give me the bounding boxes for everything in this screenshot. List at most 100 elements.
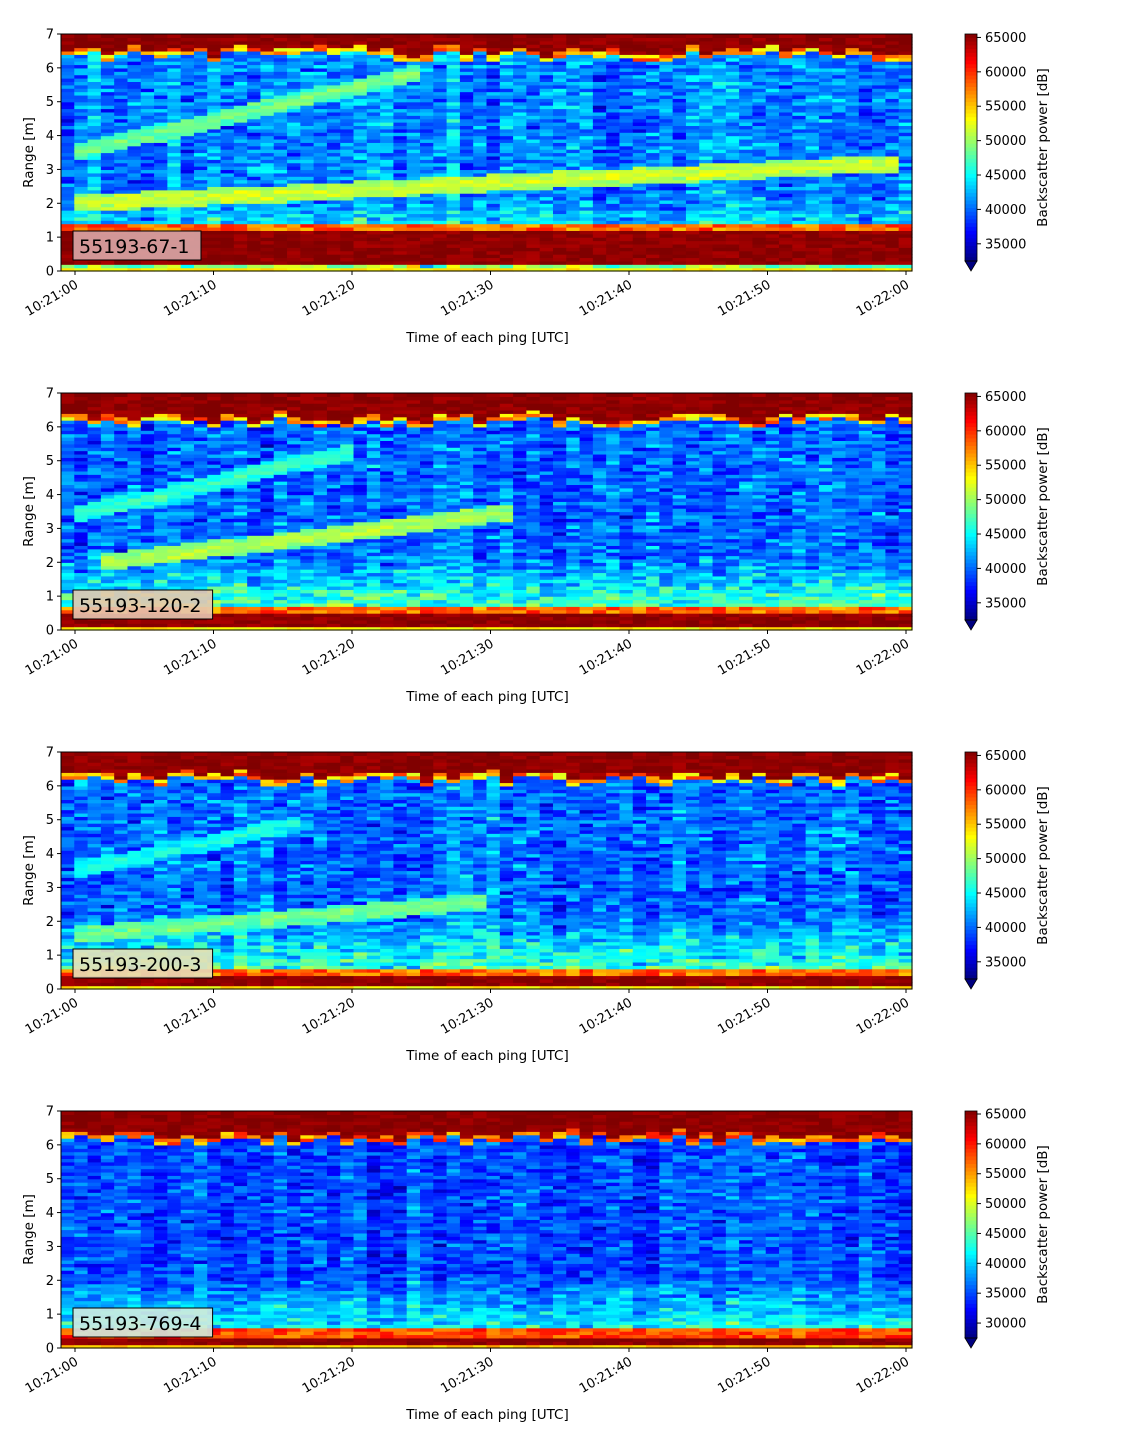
heatmap-cell — [287, 67, 301, 72]
heatmap-cell — [287, 34, 301, 38]
heatmap-cell — [207, 226, 222, 231]
heatmap-cell — [193, 74, 208, 79]
heatmap-cell — [74, 216, 89, 221]
heatmap-cell — [167, 159, 182, 164]
heatmap-cell — [61, 105, 75, 110]
heatmap-cell — [127, 44, 142, 49]
heatmap-cell — [193, 172, 208, 177]
colorbar-tick-label: 60000 — [985, 65, 1026, 80]
heatmap-cell — [100, 135, 115, 140]
heatmap-cell — [260, 203, 275, 208]
heatmap-cell — [127, 37, 142, 42]
heatmap-cell — [100, 149, 115, 154]
heatmap-cell — [233, 142, 248, 147]
heatmap-cell — [247, 47, 262, 52]
heatmap-cell — [273, 254, 288, 259]
heatmap-cell — [220, 203, 235, 208]
heatmap-cell — [273, 142, 288, 147]
heatmap-cell — [287, 54, 301, 59]
heatmap-cell — [114, 152, 129, 157]
colorbar-segment — [965, 170, 977, 175]
heatmap-cell — [193, 149, 208, 154]
heatmap-cell — [273, 247, 288, 252]
heatmap-cell — [87, 84, 102, 89]
heatmap-cell — [61, 84, 75, 89]
heatmap-cell — [180, 40, 195, 45]
heatmap-cell — [167, 91, 182, 96]
heatmap-cell — [127, 118, 142, 123]
heatmap-cell — [167, 138, 182, 143]
heatmap-cell — [87, 128, 102, 133]
heatmap-cell — [74, 57, 89, 62]
heatmap-cell — [100, 67, 115, 72]
heatmap-cell — [699, 34, 714, 38]
heatmap-cell — [193, 81, 208, 86]
heatmap-cell — [61, 152, 75, 157]
heatmap-cell — [247, 179, 262, 184]
heatmap-cell — [247, 67, 262, 72]
heatmap-cell — [247, 44, 262, 49]
heatmap-cell — [167, 78, 182, 82]
heatmap-cell — [154, 128, 168, 133]
heatmap-cell — [127, 135, 142, 140]
heatmap-cell — [74, 145, 89, 150]
heatmap-cell — [233, 101, 248, 106]
heatmap-cell — [74, 64, 89, 69]
heatmap-cell — [273, 78, 288, 82]
heatmap-cell — [193, 61, 208, 66]
heatmap-cell — [154, 220, 168, 225]
heatmap-cell — [180, 199, 195, 204]
heatmap-cell — [193, 91, 208, 96]
heatmap-cell — [193, 162, 208, 167]
heatmap-cell — [273, 213, 288, 218]
heatmap-cell — [100, 101, 115, 106]
heatmap-cell — [193, 145, 208, 150]
heatmap-cell — [74, 91, 89, 96]
heatmap-cell — [154, 176, 168, 181]
heatmap-cell — [247, 162, 262, 167]
heatmap-cell — [207, 71, 222, 76]
heatmap-cell — [167, 34, 182, 38]
heatmap-cell — [193, 88, 208, 93]
heatmap-cell — [207, 84, 222, 89]
heatmap-cell — [273, 193, 288, 198]
heatmap-cell — [247, 91, 262, 96]
heatmap-cell — [247, 74, 262, 79]
heatmap-cell — [114, 47, 129, 52]
heatmap-cell — [273, 216, 288, 221]
heatmap-cell — [61, 233, 75, 238]
heatmap-cell — [87, 152, 102, 157]
heatmap-cell — [287, 98, 301, 103]
heatmap-cell — [287, 257, 301, 262]
heatmap-cell — [818, 34, 833, 38]
heatmap-cell — [100, 125, 115, 130]
heatmap-cell — [100, 193, 115, 198]
heatmap-cell — [154, 74, 168, 79]
heatmap-cell — [114, 172, 129, 177]
heatmap-cell — [233, 250, 248, 255]
colorbar-tick-label: 65000 — [985, 31, 1026, 46]
heatmap-cell — [61, 155, 75, 160]
heatmap-cell — [167, 125, 182, 130]
heatmap-cell — [273, 196, 288, 201]
heatmap-cell — [180, 220, 195, 225]
heatmap-cell — [207, 111, 222, 116]
heatmap-cell — [300, 233, 315, 238]
heatmap-cell — [233, 111, 248, 116]
heatmap-cell — [127, 162, 142, 167]
heatmap-cell — [300, 247, 315, 252]
heatmap-cell — [100, 132, 115, 137]
heatmap-cell — [499, 34, 514, 38]
heatmap-cell — [193, 226, 208, 231]
heatmap-cell — [287, 142, 301, 147]
heatmap-cell — [300, 267, 315, 272]
heatmap-cell — [180, 88, 195, 93]
heatmap-cell — [193, 213, 208, 218]
heatmap-cell — [619, 34, 634, 38]
heatmap-cell — [207, 81, 222, 86]
heatmap-cell — [154, 111, 168, 116]
heatmap-cell — [207, 145, 222, 150]
heatmap-cell — [167, 44, 182, 49]
heatmap-cell — [220, 111, 235, 116]
heatmap-cell — [127, 199, 142, 204]
